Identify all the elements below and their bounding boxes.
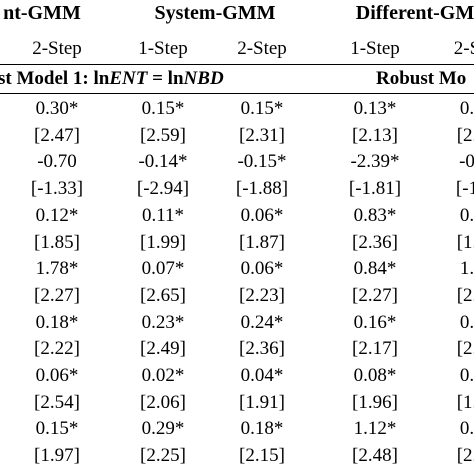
step-header: 1-Step <box>350 38 400 59</box>
statistic-cell: [2.36] <box>239 338 285 360</box>
coefficient-cell: 0.15* <box>141 98 185 119</box>
table-row: [2.27] [2.65] [2.23] [2.27] [2. <box>0 283 474 309</box>
coefficient-cell: 0. <box>459 418 474 440</box>
coefficient-cell: 0.06* <box>35 365 79 386</box>
statistic-cell: [1.96] <box>352 391 398 413</box>
coefficient-cell: -0.70 <box>37 151 77 173</box>
statistic-cell: [1.91] <box>239 391 285 413</box>
table-row: 0.12* 0.11* 0.06* 0.83* 0. <box>0 203 474 229</box>
statistic-cell: [1.85] <box>34 231 80 253</box>
statistic-cell: [2.13] <box>352 124 398 146</box>
table-row: [2.47] [2.59] [2.31] [2.13] [2. <box>0 123 474 149</box>
coefficient-cell: 0.11* <box>141 204 185 226</box>
coefficient-cell: 0.30* <box>35 98 79 119</box>
coefficient-cell: -0.14* <box>138 151 188 173</box>
statistic-cell: [-1.33] <box>30 178 84 200</box>
step-header: 2-Step <box>237 38 287 59</box>
statistic-cell: [2. <box>456 445 474 467</box>
coefficient-cell: 0.06* <box>240 258 284 280</box>
table-row: 1.78* 0.07* 0.06* 0.84* 1. <box>0 256 474 282</box>
statistic-cell: [2. <box>456 284 474 306</box>
statistic-cell: [2.23] <box>239 284 285 306</box>
table-row: 0.30* 0.15* 0.15* 0.13* 0. <box>0 96 474 122</box>
coefficient-cell: 0.08* <box>353 365 397 386</box>
statistic-cell: [2.27] <box>34 284 80 306</box>
table-row: -0.70 -0.14* -0.15* -2.39* -0 <box>0 149 474 175</box>
statistic-cell: [2.65] <box>140 284 186 306</box>
statistic-cell: [2.25] <box>140 445 186 467</box>
coefficient-cell: 0.18* <box>240 418 284 440</box>
statistic-cell: [2.22] <box>34 338 80 360</box>
coefficient-cell: 0.15* <box>240 98 284 119</box>
statistic-cell: [-1.88] <box>235 178 289 200</box>
coefficient-cell: 0. <box>459 311 474 333</box>
group-header-difference-gmm: nt-GMM <box>3 2 81 24</box>
coefficient-cell: 0.15* <box>35 418 79 440</box>
statistic-cell: [2.17] <box>352 338 398 360</box>
statistic-cell: [2.36] <box>352 231 398 253</box>
statistic-cell: [-2.94] <box>136 178 190 200</box>
coefficient-cell: -2.39* <box>350 151 400 173</box>
step-header: 2-S <box>453 38 474 59</box>
statistic-cell: [-1.81] <box>348 178 402 200</box>
statistic-cell: [2. <box>456 338 474 360</box>
coefficient-cell: -0 <box>459 151 474 173</box>
coefficient-cell: -0.15* <box>237 151 287 173</box>
coefficient-cell: 1.78* <box>35 258 79 280</box>
table-row: [2.22] [2.49] [2.36] [2.17] [2. <box>0 336 474 362</box>
coefficient-cell: 0.84* <box>353 258 397 280</box>
statistic-cell: [1. <box>456 391 474 413</box>
coefficient-cell: 1. <box>459 258 474 280</box>
coefficient-cell: 0.24* <box>240 311 284 333</box>
statistic-cell: [1.99] <box>140 231 186 253</box>
table-row: 0.15* 0.29* 0.18* 1.12* 0. <box>0 416 474 442</box>
statistic-cell: [1. <box>456 231 474 253</box>
statistic-cell: [2.48] <box>352 445 398 467</box>
section-divider <box>0 93 474 94</box>
statistic-cell: [2.27] <box>352 284 398 306</box>
section-label-model-1: st Model 1: lnENT = lnNBD <box>0 68 224 89</box>
table-row: [1.85] [1.99] [1.87] [2.36] [1. <box>0 230 474 256</box>
statistic-cell: [1.87] <box>239 231 285 253</box>
step-header-row: 2-Step 1-Step 2-Step 1-Step 2-S <box>0 36 474 62</box>
group-header-row: nt-GMM System-GMM Different-GM <box>0 0 474 26</box>
coefficient-cell: 0.29* <box>141 418 185 440</box>
statistic-cell: [1.97] <box>34 445 80 467</box>
statistic-cell: [2.31] <box>239 124 285 146</box>
coefficient-cell: 0.83* <box>353 204 397 226</box>
coefficient-cell: 0. <box>459 98 474 119</box>
coefficient-cell: 0. <box>459 204 474 226</box>
statistic-cell: [-1 <box>455 178 474 200</box>
step-header: 2-Step <box>32 38 82 59</box>
statistic-cell: [2.54] <box>34 391 80 413</box>
table-row: [-1.33] [-2.94] [-1.88] [-1.81] [-1 <box>0 176 474 202</box>
statistic-cell: [2.15] <box>239 445 285 467</box>
table-row: [1.97] [2.25] [2.15] [2.48] [2. <box>0 443 474 469</box>
group-header-different-gmm: Different-GM <box>355 2 474 24</box>
table-row: [2.54] [2.06] [1.91] [1.96] [1. <box>0 390 474 416</box>
table-row: 0.18* 0.23* 0.24* 0.16* 0. <box>0 310 474 336</box>
step-header: 1-Step <box>138 38 188 59</box>
statistic-cell: [2. <box>456 124 474 146</box>
coefficient-cell: 1.12* <box>353 418 397 440</box>
header-divider <box>0 64 474 65</box>
table-row: 0.06* 0.02* 0.04* 0.08* 0. <box>0 363 474 389</box>
section-label-row: st Model 1: lnENT = lnNBD Robust Mo <box>0 66 474 92</box>
coefficient-cell: 0.23* <box>141 311 185 333</box>
coefficient-cell: 0.02* <box>141 365 185 386</box>
coefficient-cell: 0. <box>459 365 474 386</box>
section-label-robust-model: Robust Mo <box>376 68 467 89</box>
coefficient-cell: 0.04* <box>240 365 284 386</box>
statistic-cell: [2.49] <box>140 338 186 360</box>
statistic-cell: [2.59] <box>140 124 186 146</box>
group-header-system-gmm: System-GMM <box>154 2 276 24</box>
coefficient-cell: 0.07* <box>141 258 185 280</box>
statistic-cell: [2.06] <box>140 391 186 413</box>
statistic-cell: [2.47] <box>34 124 80 146</box>
coefficient-cell: 0.06* <box>240 204 284 226</box>
coefficient-cell: 0.16* <box>353 311 397 333</box>
coefficient-cell: 0.12* <box>35 204 79 226</box>
coefficient-cell: 0.18* <box>35 311 79 333</box>
coefficient-cell: 0.13* <box>353 98 397 119</box>
